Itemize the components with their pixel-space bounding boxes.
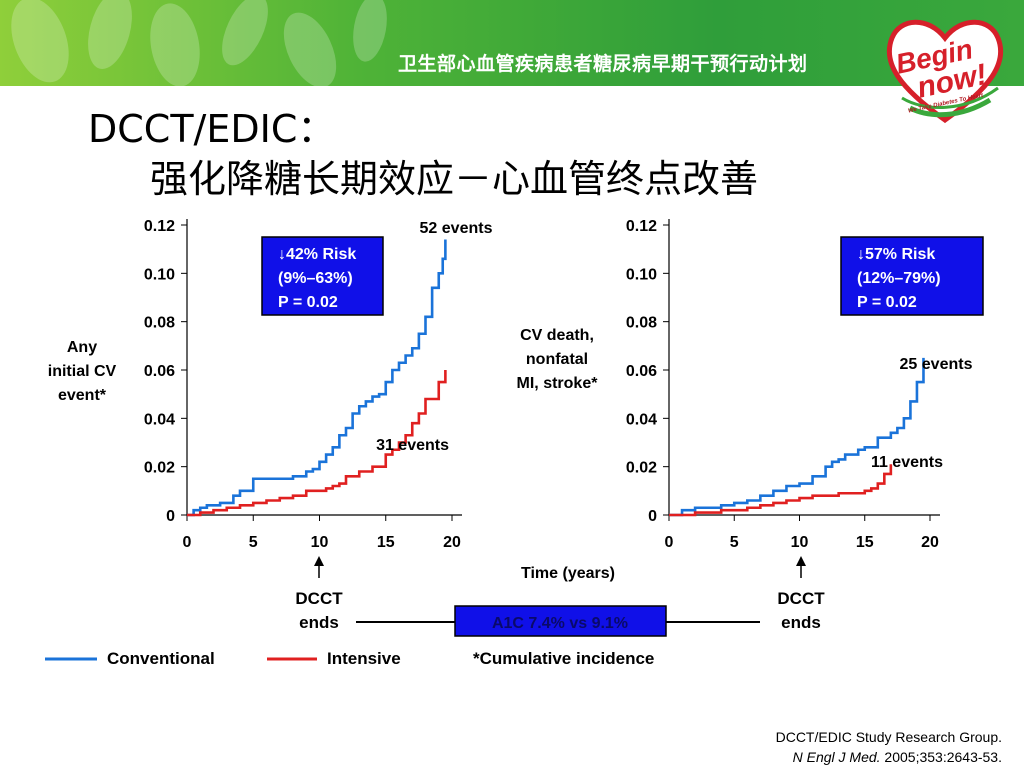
citation-journal: N Engl J Med. [792,749,881,765]
series-line-intensive [187,370,447,517]
slide-title-line1: DCCT/EDIC： [88,107,336,151]
risk-ci-text: (9%–63%) [278,270,353,287]
event-count-annotation: 25 events [900,356,973,373]
dcct-ends-label: DCCT [777,589,825,608]
risk-ci-text: (12%–79%) [857,270,941,287]
legend-label-intensive: Intensive [327,649,401,668]
dcct-ends-label: DCCT [295,589,343,608]
y-axis-label: nonfatal [526,351,588,368]
citation-line1: DCCT/EDIC Study Research Group. [775,729,1002,745]
event-count-annotation: 52 events [420,220,493,237]
risk-p-value-text: P = 0.02 [857,294,917,311]
y-tick-label: 0.10 [144,266,175,283]
citation-ref: 2005;353:2643-53. [880,749,1002,765]
risk-box [840,236,984,316]
x-tick-label: 15 [856,534,874,551]
banner-title: 卫生部心血管疾病患者糖尿病早期干预行动计划 [398,53,808,75]
x-tick-label: 10 [311,534,329,551]
y-tick-label: 0.02 [144,460,175,477]
y-tick-label: 0.06 [144,363,175,380]
arrowhead-icon [796,556,806,566]
x-tick-label: 0 [183,534,192,551]
series-line-conventional [669,357,925,517]
arrowhead-icon [314,556,324,566]
y-tick-label: 0.08 [626,315,657,332]
slide-title-line2: 强化降糖长期效应－心血管终点改善 [150,157,759,201]
y-tick-label: 0.10 [626,266,657,283]
y-axis-label: Any [67,339,97,356]
x-axis-label: Time (years) [521,565,615,582]
y-tick-label: 0.08 [144,315,175,332]
x-tick-label: 20 [921,534,939,551]
x-tick-label: 15 [377,534,395,551]
y-axis-label: initial CV [48,363,117,380]
y-tick-label: 0 [166,508,175,525]
y-axis-label: CV death, [520,327,594,344]
a1c-label: A1C 7.4% vs 9.1% [492,615,628,632]
risk-reduction-text: ↓42% Risk [278,246,356,263]
y-tick-label: 0 [648,508,657,525]
x-tick-label: 5 [730,534,739,551]
begin-now-logo: Begin now! We Take Diabetes To Heart [886,19,1004,124]
y-tick-label: 0.02 [626,460,657,477]
series-line-conventional [187,239,447,517]
y-axis-label: event* [58,387,107,404]
x-tick-label: 20 [443,534,461,551]
risk-p-value-text: P = 0.02 [278,294,338,311]
legend-label-conventional: Conventional [107,649,215,668]
series-line-intensive [669,464,893,517]
header-banner: 卫生部心血管疾病患者糖尿病早期干预行动计划 [0,0,1024,86]
risk-box [261,236,384,316]
y-tick-label: 0.06 [626,363,657,380]
y-tick-label: 0.12 [626,218,657,235]
y-tick-label: 0.04 [144,411,175,428]
x-tick-label: 0 [665,534,674,551]
y-tick-label: 0.04 [626,411,657,428]
a1c-box [454,605,667,637]
cumulative-incidence-note: *Cumulative incidence [473,649,654,668]
y-tick-label: 0.12 [144,218,175,235]
event-count-annotation: 11 events [871,454,943,471]
x-tick-label: 5 [249,534,258,551]
x-tick-label: 10 [791,534,809,551]
hands-decoration-icon [11,0,387,86]
citation-line2: N Engl J Med. 2005;353:2643-53. [776,747,1002,767]
event-count-annotation: 31 events [376,437,449,454]
y-axis-label: MI, stroke* [517,375,599,392]
dcct-ends-label: ends [299,613,339,632]
risk-reduction-text: ↓57% Risk [857,246,935,263]
citation: DCCT/EDIC Study Research Group. N Engl J… [776,727,1002,767]
dcct-ends-label: ends [781,613,821,632]
